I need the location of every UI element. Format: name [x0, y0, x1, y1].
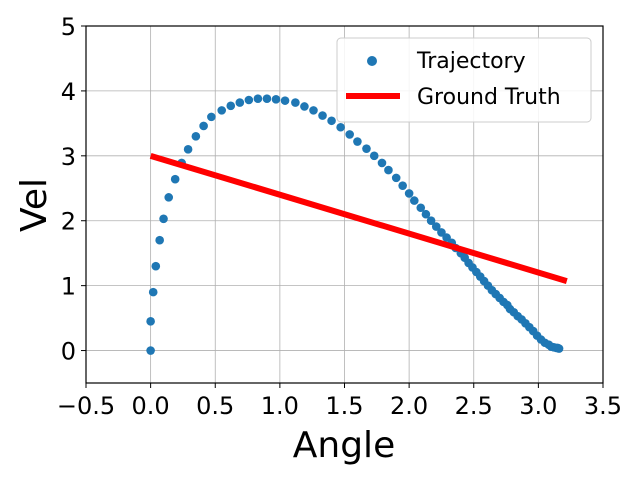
trajectory-point — [226, 101, 236, 111]
trajectory-point — [244, 95, 254, 105]
trajectory-point — [409, 196, 419, 205]
x-tick-label: 1.0 — [261, 392, 299, 420]
trajectory-point — [271, 95, 281, 104]
trajectory-point — [327, 116, 336, 126]
trajectory-point — [253, 94, 263, 103]
trajectory-point — [554, 344, 564, 353]
x-axis: −0.5 0.0 0.5 1.0 1.5 2.0 2.5 3.0 3.5 — [57, 383, 622, 420]
x-tick-label: 3.5 — [584, 392, 622, 420]
y-tick-label: 3 — [61, 143, 76, 171]
y-tick-label: 5 — [61, 13, 76, 41]
trajectory-point — [421, 209, 431, 219]
trajectory-point — [416, 203, 426, 213]
trajectory-point — [159, 214, 168, 224]
trajectory-point — [280, 96, 290, 105]
trajectory-point — [384, 165, 393, 175]
x-tick-label: 0.0 — [132, 392, 170, 420]
x-tick-label: −0.5 — [57, 392, 115, 420]
y-tick-label: 4 — [61, 78, 76, 106]
trajectory-point — [369, 151, 379, 161]
trajectory-point — [345, 130, 354, 139]
trajectory-point — [300, 102, 309, 111]
trajectory-point — [146, 317, 155, 326]
trajectory-point — [377, 158, 387, 168]
y-axis: 0 1 2 3 4 5 — [61, 13, 86, 366]
trajectory-point — [217, 106, 227, 115]
y-axis-label: Vel — [14, 178, 55, 232]
trajectory-point — [426, 216, 436, 226]
y-tick-label: 1 — [61, 273, 76, 301]
x-tick-label: 2.5 — [455, 392, 493, 420]
trajectory-point — [148, 287, 158, 297]
trajectory-point — [235, 98, 245, 107]
trajectory-point — [170, 174, 180, 184]
x-tick-label: 1.5 — [325, 392, 363, 420]
x-tick-label: 2.0 — [390, 392, 428, 420]
trajectory-point — [199, 121, 208, 131]
trajectory-point — [291, 98, 300, 107]
trajectory-point — [362, 144, 371, 153]
legend-marker-trajectory — [367, 56, 377, 66]
trajectory-point — [191, 132, 201, 141]
trajectory-point — [391, 173, 401, 183]
legend-label-ground-truth: Ground Truth — [417, 85, 561, 110]
plot-area — [146, 94, 568, 355]
trajectory-point — [398, 181, 407, 190]
y-tick-label: 2 — [61, 208, 76, 236]
y-tick-label: 0 — [61, 338, 76, 366]
trajectory-point — [318, 111, 327, 120]
x-tick-label: 0.5 — [196, 392, 234, 420]
trajectory-point — [183, 145, 193, 154]
trajectory-point — [309, 106, 318, 115]
trajectory-point — [404, 189, 414, 198]
legend-label-trajectory: Trajectory — [416, 49, 526, 74]
trajectory-point — [155, 235, 164, 245]
trajectory-point — [353, 137, 362, 146]
trajectory-point — [207, 112, 216, 122]
trajectory-point — [164, 193, 174, 202]
trajectory-point — [336, 122, 345, 132]
x-tick-label: 3.0 — [519, 392, 557, 420]
ground-truth-line — [149, 152, 568, 284]
trajectory-point — [431, 222, 441, 231]
trajectory-point — [146, 346, 155, 355]
trajectory-point — [262, 94, 272, 103]
trajectory-point — [151, 261, 161, 271]
legend: Trajectory Ground Truth — [336, 37, 592, 123]
x-axis-label: Angle — [293, 425, 395, 466]
legend-box — [336, 37, 592, 123]
